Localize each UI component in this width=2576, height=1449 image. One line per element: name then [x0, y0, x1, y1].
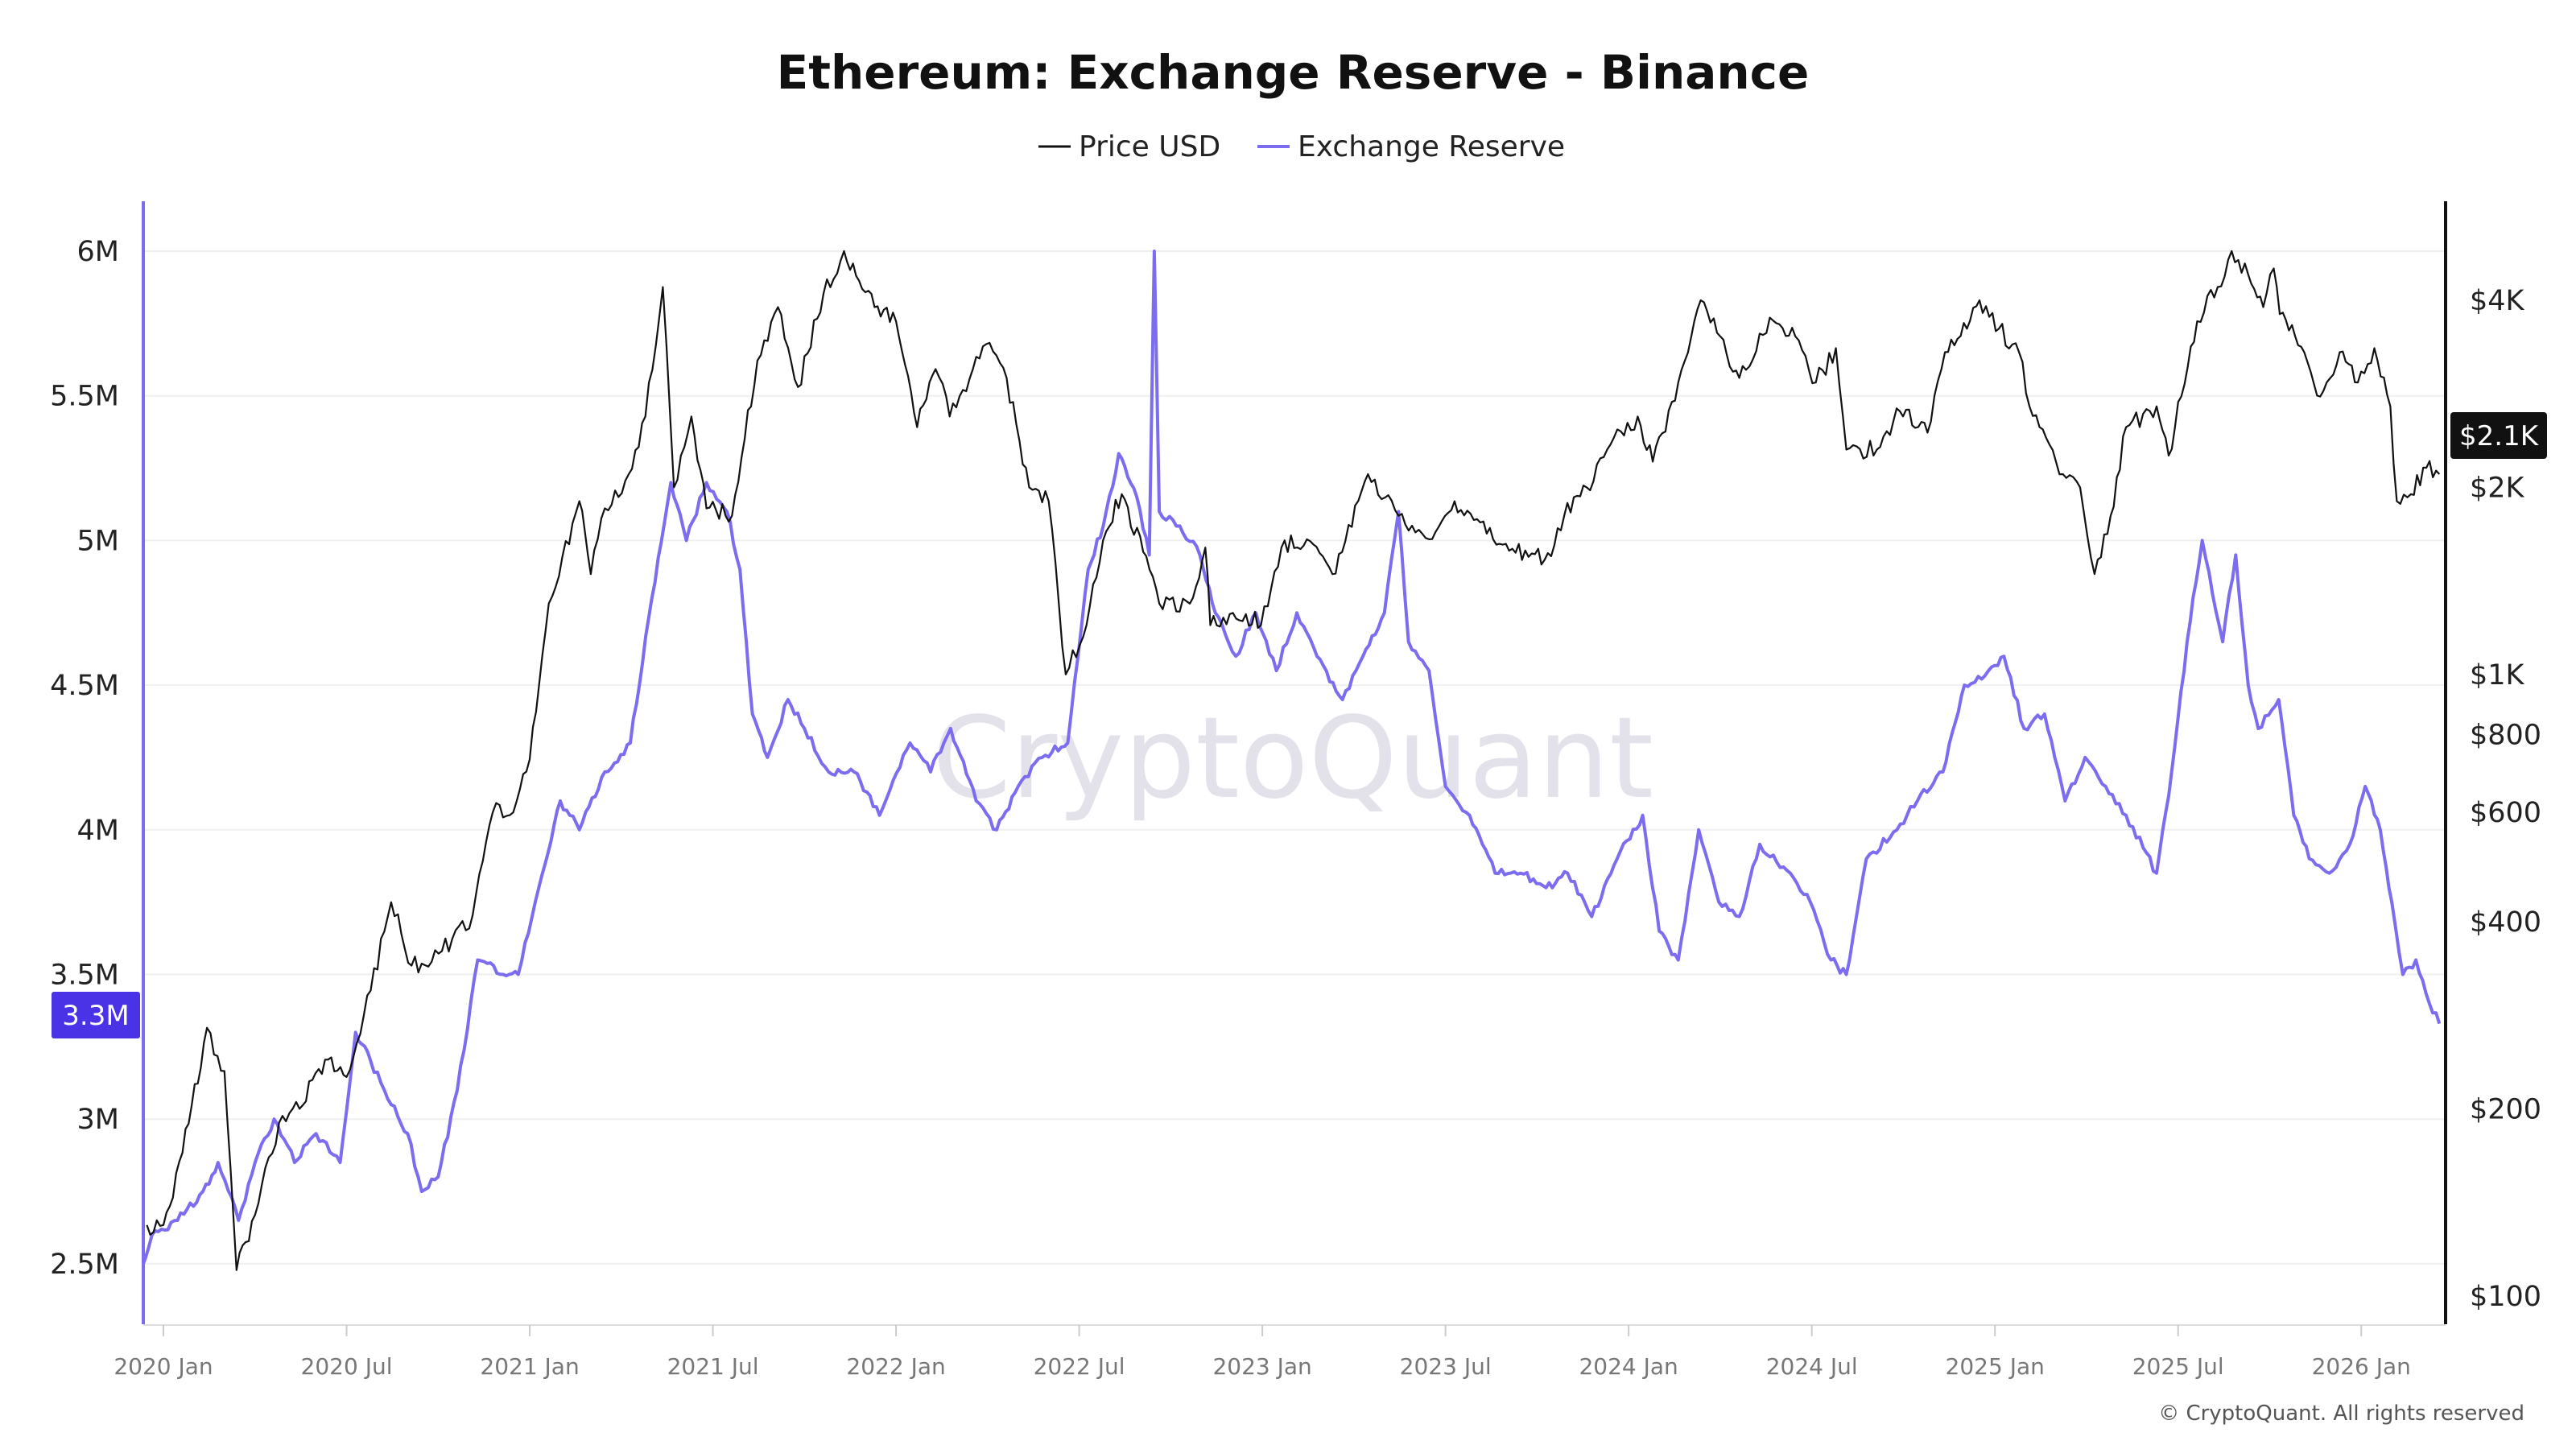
watermark: CryptoQuant [932, 693, 1653, 824]
y-left-tick-label: 5.5M [50, 381, 119, 413]
y-left-tick-label: 6M [77, 236, 119, 268]
reserve-last-value-badge: 3.3M [52, 992, 140, 1038]
y-right-tick-label: $200 [2470, 1093, 2541, 1125]
reserve-line [142, 250, 2442, 1265]
x-tick-label: 2020 Jan [114, 1353, 213, 1380]
y-left-tick-label: 4.5M [50, 670, 119, 702]
legend-price-label: Price USD [1079, 130, 1220, 163]
y-right-tick-label: $2K [2470, 472, 2525, 504]
price-last-value: $2.1K [2459, 420, 2540, 452]
series-layer [142, 250, 2442, 1271]
y-right-tick-label: $400 [2470, 906, 2541, 939]
y-left-tick-label: 2.5M [50, 1249, 119, 1281]
x-tick-label: 2026 Jan [2312, 1353, 2411, 1380]
y-left-tick-label: 3M [77, 1104, 119, 1136]
reserve-last-value: 3.3M [62, 1000, 129, 1032]
y-left-tick-label: 4M [77, 815, 119, 847]
x-tick-label: 2023 Jan [1212, 1353, 1311, 1380]
chart-title: Ethereum: Exchange Reserve - Binance [777, 45, 1810, 100]
x-tick-label: 2024 Jan [1579, 1353, 1678, 1380]
x-tick-label: 2021 Jan [480, 1353, 579, 1380]
copyright: © CryptoQuant. All rights reserved [2158, 1402, 2524, 1426]
y-axis-left: 2.5M 3M 3.5M 4M 4.5M 5M 5.5M 6M [50, 236, 119, 1281]
x-tick-label: 2022 Jan [846, 1353, 945, 1380]
x-tick-label: 2021 Jul [667, 1353, 759, 1380]
gridlines [143, 250, 2446, 1265]
x-tick-label: 2023 Jul [1400, 1353, 1492, 1380]
y-right-tick-label: $100 [2470, 1281, 2541, 1313]
y-left-tick-label: 5M [77, 525, 119, 557]
x-tick-label: 2025 Jul [2132, 1353, 2224, 1380]
y-right-tick-label: $600 [2470, 797, 2541, 829]
x-tick-label: 2022 Jul [1034, 1353, 1125, 1380]
x-tick-label: 2025 Jan [1946, 1353, 2045, 1380]
legend-item-reserve[interactable]: Exchange Reserve [1257, 130, 1565, 163]
x-tick-label: 2020 Jul [301, 1353, 393, 1380]
y-left-tick-label: 3.5M [50, 960, 119, 992]
x-axis: 2020 Jan 2020 Jul 2021 Jan 2021 Jul 2022 Jan… [114, 1325, 2411, 1380]
y-right-tick-label: $1K [2470, 659, 2525, 691]
legend-item-price[interactable]: Price USD [1038, 130, 1220, 163]
y-right-tick-label: $4K [2470, 285, 2525, 317]
legend-reserve-label: Exchange Reserve [1298, 130, 1565, 163]
legend[interactable]: Price USD Exchange Reserve [1038, 130, 1565, 163]
price-last-value-badge: $2.1K [2450, 412, 2547, 459]
y-axis-right: $100 $200 $400 $600 $800 $1K $2K $4K [2470, 285, 2541, 1313]
y-right-tick-label: $800 [2470, 720, 2541, 752]
x-tick-label: 2024 Jul [1766, 1353, 1858, 1380]
price-line [146, 250, 2441, 1271]
